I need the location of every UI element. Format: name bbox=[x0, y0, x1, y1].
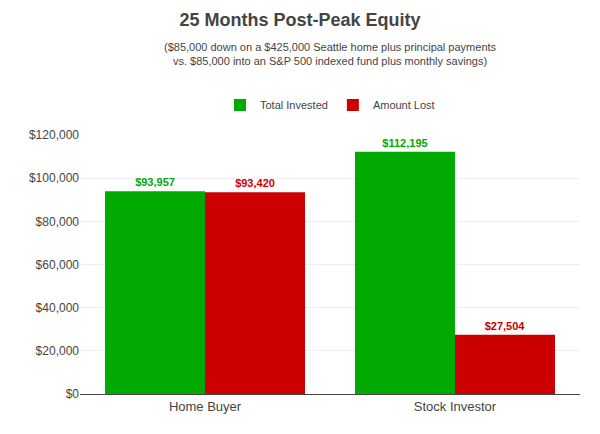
svg-text:$120,000: $120,000 bbox=[29, 128, 79, 142]
svg-text:$0: $0 bbox=[66, 387, 80, 401]
svg-text:$112,195: $112,195 bbox=[382, 137, 427, 149]
svg-text:Total Invested: Total Invested bbox=[260, 99, 328, 111]
svg-text:$100,000: $100,000 bbox=[29, 171, 79, 185]
svg-text:Stock Investor: Stock Investor bbox=[414, 399, 497, 414]
svg-text:$93,420: $93,420 bbox=[235, 177, 275, 189]
svg-text:$20,000: $20,000 bbox=[36, 344, 80, 358]
svg-text:($85,000 down on a $425,000 Se: ($85,000 down on a $425,000 Seattle home… bbox=[164, 41, 497, 67]
svg-text:$40,000: $40,000 bbox=[36, 301, 80, 315]
svg-text:$60,000: $60,000 bbox=[36, 258, 80, 272]
svg-text:Amount Lost: Amount Lost bbox=[373, 99, 435, 111]
svg-text:Home Buyer: Home Buyer bbox=[169, 399, 242, 414]
svg-text:$27,504: $27,504 bbox=[485, 320, 526, 332]
svg-text:25 Months Post-Peak Equity: 25 Months Post-Peak Equity bbox=[179, 10, 420, 30]
svg-text:$80,000: $80,000 bbox=[36, 215, 80, 229]
svg-text:$93,957: $93,957 bbox=[135, 176, 175, 188]
